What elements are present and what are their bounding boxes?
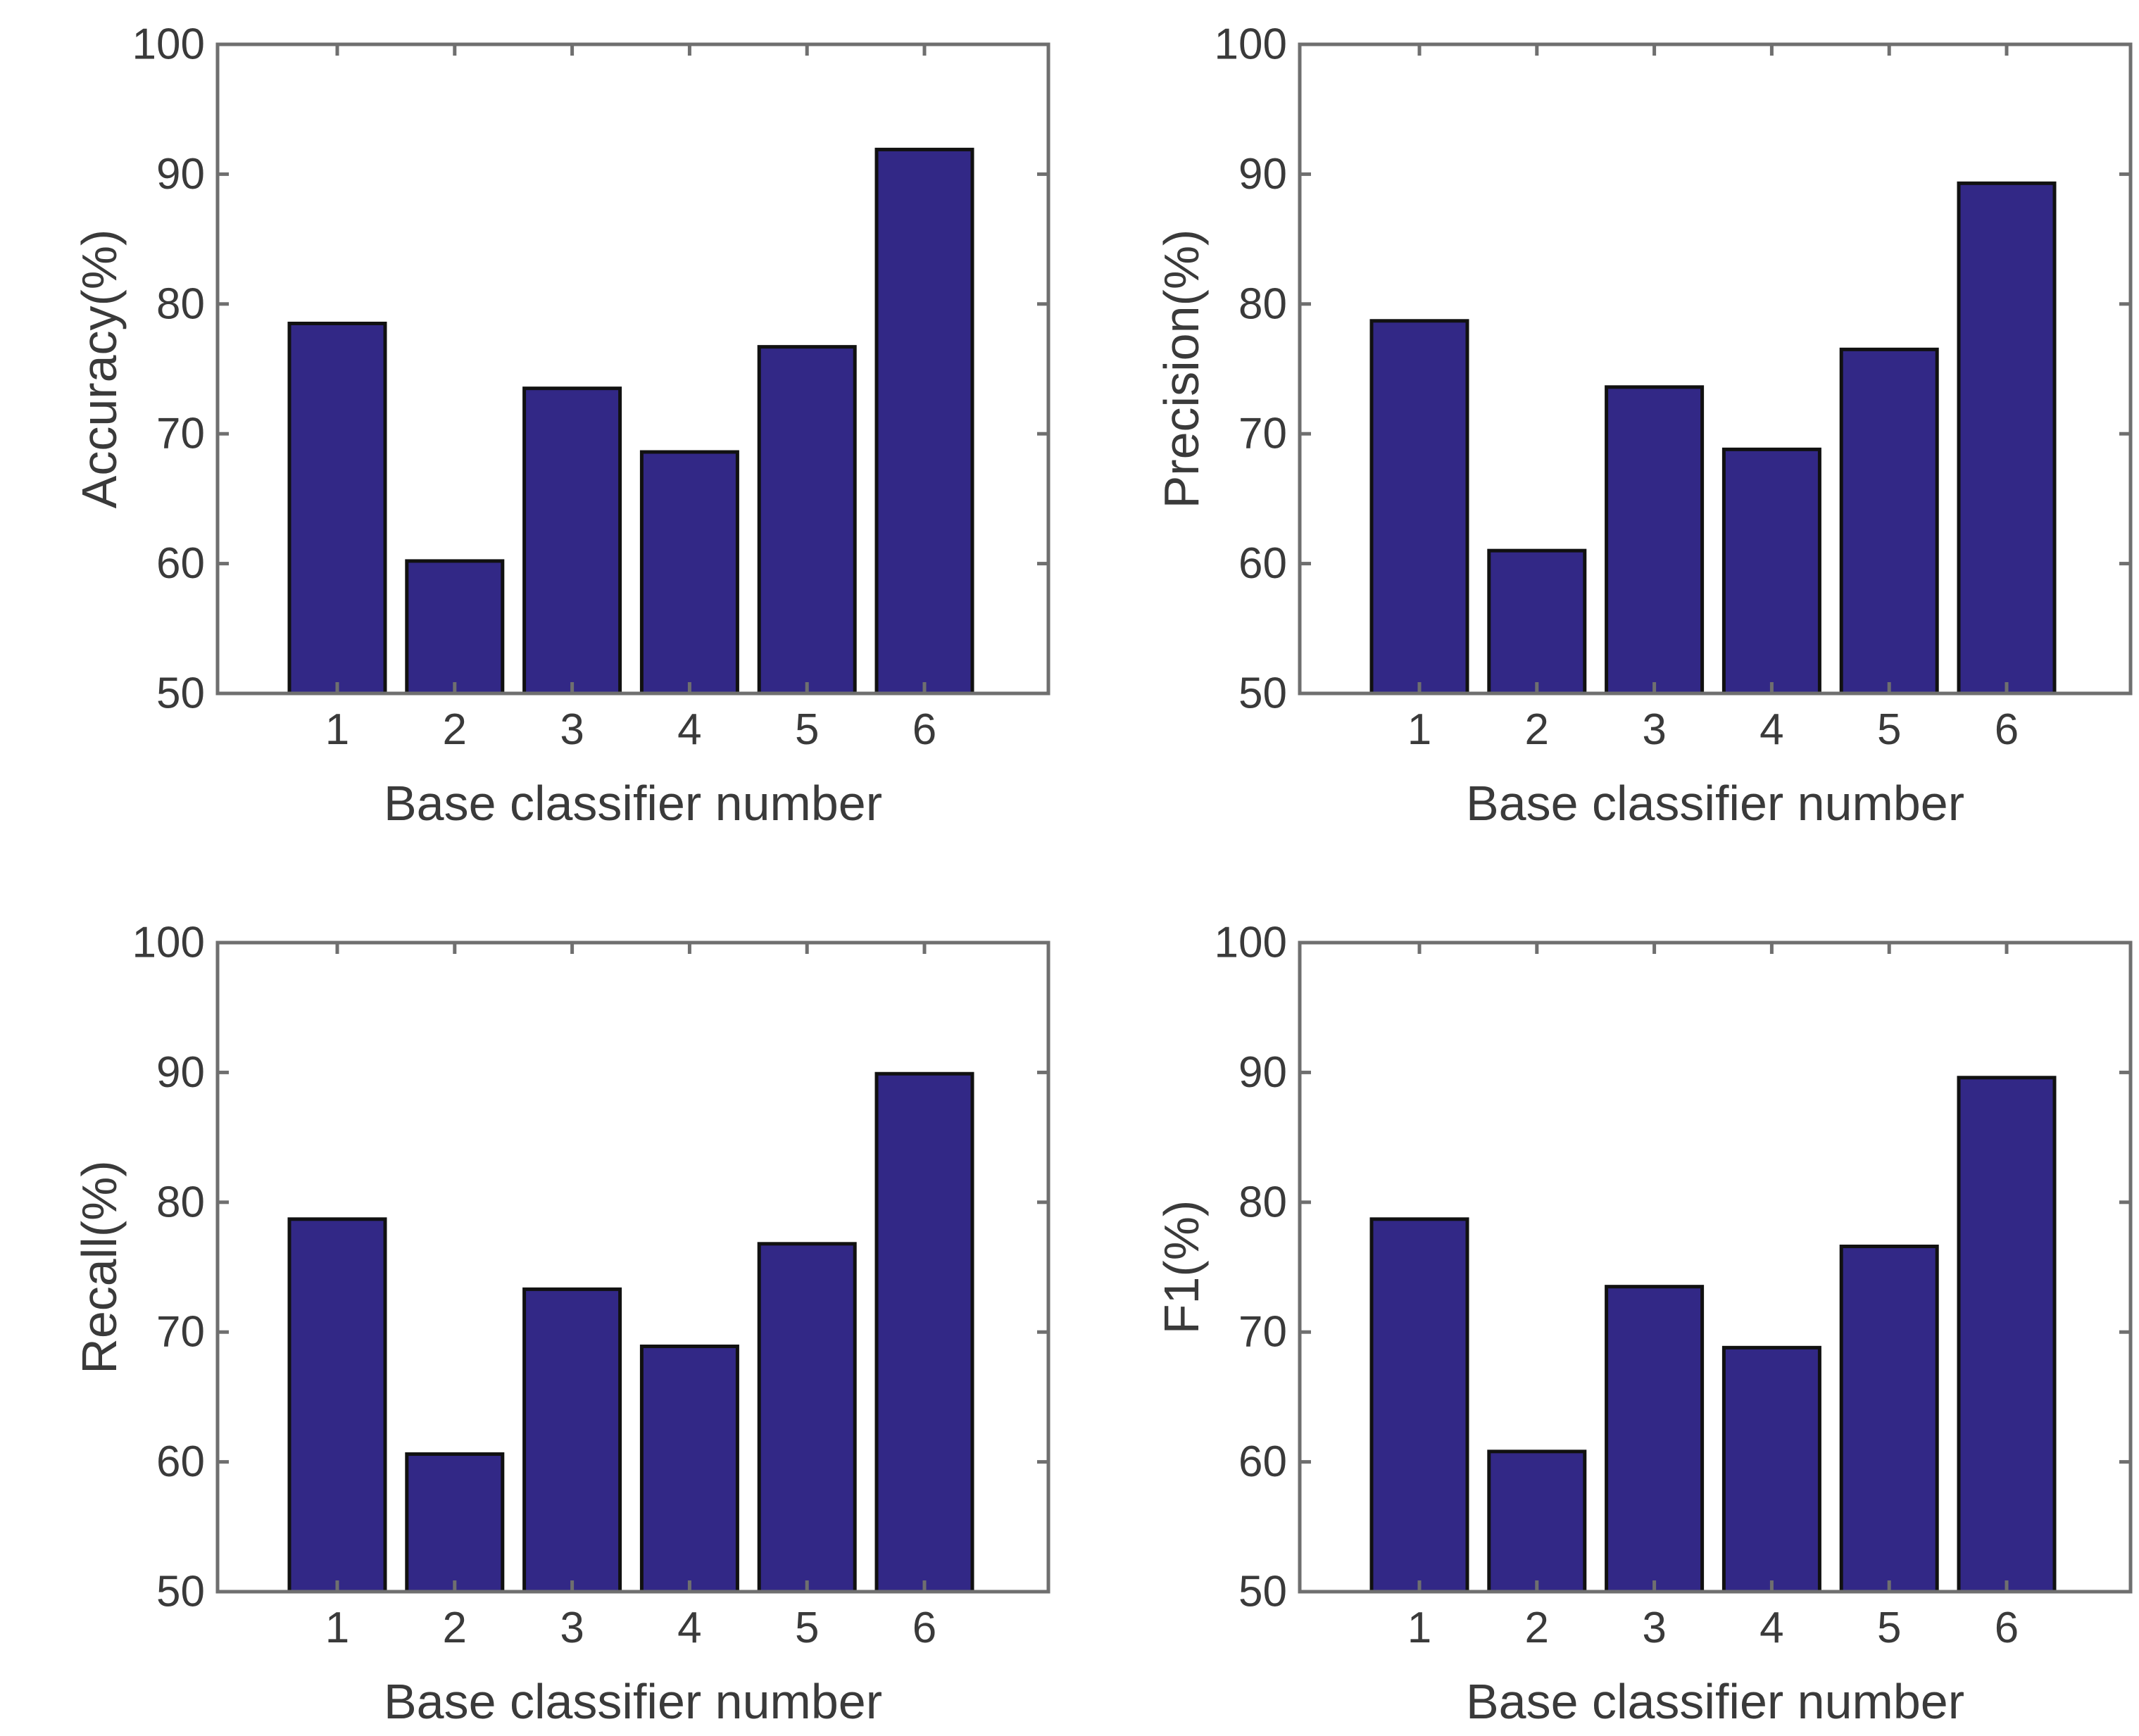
bar-4: [1721, 1345, 1821, 1594]
y-tick-label: 60: [156, 1438, 205, 1486]
bar-1: [1369, 319, 1469, 696]
y-tick-label: 80: [156, 279, 205, 328]
x-tick-label: 6: [912, 1604, 936, 1652]
x-tick-label: 4: [1760, 1604, 1783, 1652]
plot-frame: [1298, 941, 2133, 1594]
y-tick-label: 100: [132, 20, 205, 69]
bar-6: [1957, 1076, 2057, 1594]
bar-2: [405, 1452, 505, 1594]
y-tick-label: 60: [156, 539, 205, 588]
x-tick-label: 2: [443, 705, 467, 754]
y-tick-label: 100: [132, 919, 205, 967]
y-tick-label: 90: [1238, 150, 1287, 199]
y-axis-label: Accuracy(%): [72, 229, 127, 509]
y-tick-label: 50: [1238, 669, 1287, 718]
bar-4: [1721, 447, 1821, 696]
plot-frame: [1298, 42, 2133, 696]
bar-5: [1839, 1244, 1939, 1594]
x-tick-label: 3: [1642, 1604, 1666, 1652]
x-tick-label: 2: [1525, 705, 1549, 754]
y-tick-label: 90: [156, 1048, 205, 1097]
bar-2: [405, 559, 505, 696]
bar-6: [1957, 181, 2057, 696]
x-tick-label: 4: [1760, 705, 1783, 754]
x-tick-label: 4: [677, 1604, 701, 1652]
bar-1: [1369, 1217, 1469, 1594]
x-tick-label: 1: [325, 1604, 349, 1652]
plot-frame: [215, 42, 1050, 696]
chart-panel-4: 50 60 70 80 90 100 1 2 3 4 5 6 Base classifier numbe…: [1154, 919, 2133, 1729]
plot-frame: [215, 941, 1050, 1594]
y-tick-label: 100: [1215, 20, 1287, 69]
x-tick-label: 5: [1877, 705, 1901, 754]
y-axis-label: F1(%): [1154, 1200, 1209, 1335]
y-tick-label: 50: [1238, 1568, 1287, 1616]
bar-3: [522, 386, 622, 696]
x-tick-label: 6: [912, 705, 936, 754]
bar-5: [757, 1242, 857, 1594]
x-tick-label: 6: [1995, 705, 2019, 754]
x-tick-label: 3: [560, 705, 584, 754]
x-tick-label: 1: [1407, 1604, 1431, 1652]
x-axis-label: Base classifier number: [1466, 1674, 1964, 1729]
x-axis-label: Base classifier number: [384, 1674, 882, 1729]
bar-3: [1605, 385, 1705, 696]
y-tick-label: 70: [156, 1308, 205, 1357]
y-tick-label: 90: [1238, 1048, 1287, 1097]
x-tick-label: 3: [1642, 705, 1666, 754]
bar-4: [639, 1344, 739, 1594]
bar-4: [639, 450, 739, 696]
x-tick-label: 4: [677, 705, 701, 754]
y-axis-label: Precision(%): [1154, 229, 1209, 509]
y-tick-label: 60: [1238, 539, 1287, 588]
x-tick-label: 5: [1877, 1604, 1901, 1652]
bar-6: [874, 147, 974, 696]
y-tick-label: 50: [156, 669, 205, 718]
y-tick-label: 80: [1238, 1178, 1287, 1226]
x-axis-label: Base classifier number: [1466, 776, 1964, 831]
y-tick-label: 70: [1238, 410, 1287, 458]
y-tick-label: 70: [156, 410, 205, 458]
chart-panel-1: 50 60 70 80 90 100 1 2 3 4 5 6 Base classifier numbe…: [72, 20, 1050, 831]
chart-panel-3: 50 60 70 80 90 100 1 2 3 4 5 6 Base classifier numbe…: [72, 919, 1050, 1729]
y-tick-label: 50: [156, 1568, 205, 1616]
y-tick-label: 100: [1215, 919, 1287, 967]
bar-5: [757, 345, 857, 696]
y-tick-label: 80: [1238, 279, 1287, 328]
x-tick-label: 2: [1525, 1604, 1549, 1652]
y-tick-label: 90: [156, 150, 205, 199]
bar-5: [1839, 347, 1939, 696]
x-axis-label: Base classifier number: [384, 776, 882, 831]
x-tick-label: 1: [325, 705, 349, 754]
x-tick-label: 6: [1995, 1604, 2019, 1652]
y-tick-label: 60: [1238, 1438, 1287, 1486]
y-tick-label: 70: [1238, 1308, 1287, 1357]
x-tick-label: 3: [560, 1604, 584, 1652]
x-tick-label: 1: [1407, 705, 1431, 754]
x-tick-label: 5: [795, 705, 819, 754]
bar-3: [522, 1287, 622, 1594]
bar-1: [287, 321, 387, 696]
x-tick-label: 5: [795, 1604, 819, 1652]
x-tick-label: 2: [443, 1604, 467, 1652]
chart-panel-2: 50 60 70 80 90 100 1 2 3 4 5 6 Base classifier numbe…: [1154, 20, 2133, 831]
bar-2: [1487, 1449, 1587, 1594]
y-axis-label: Recall(%): [72, 1160, 127, 1373]
bar-1: [287, 1217, 387, 1594]
bar-3: [1605, 1285, 1705, 1594]
y-tick-label: 80: [156, 1178, 205, 1226]
bar-2: [1487, 548, 1587, 696]
bar-6: [874, 1071, 974, 1594]
